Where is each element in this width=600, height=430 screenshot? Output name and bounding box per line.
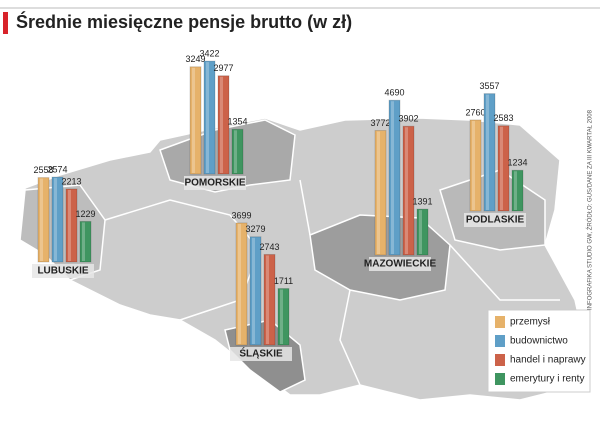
data-label: 3902: [398, 114, 418, 124]
data-label: 2977: [213, 63, 233, 73]
bar: [65, 188, 78, 263]
data-label: 1711: [274, 276, 293, 286]
data-label: 3422: [199, 48, 219, 58]
region-label-bg: [184, 176, 246, 190]
bar: [511, 169, 524, 212]
bar: [51, 176, 64, 263]
data-label: 3772: [370, 118, 390, 128]
bar-shine: [486, 94, 489, 210]
bar-shine: [500, 126, 503, 210]
bar: [79, 220, 92, 263]
bar: [231, 128, 244, 175]
bar: [402, 125, 415, 256]
legend-swatch: [495, 316, 505, 328]
legend-swatch: [495, 354, 505, 366]
bar: [277, 288, 290, 346]
bar-shine: [252, 237, 255, 344]
legend-label: handel i naprawy: [510, 355, 586, 366]
title-accent: [3, 12, 8, 34]
region-label: MAZOWIECKIE: [364, 259, 437, 270]
region-label-bg: [369, 257, 431, 271]
data-label: 2213: [61, 176, 81, 186]
bar: [469, 119, 482, 212]
legend-label: budownictwo: [510, 336, 568, 347]
legend-swatch: [495, 373, 505, 385]
data-label: 1354: [227, 117, 247, 127]
data-label: 2760: [465, 107, 485, 117]
region-label-bg: [32, 264, 94, 278]
bar: [217, 75, 230, 175]
bar: [416, 208, 429, 256]
region-label: PODLASKIE: [466, 215, 525, 226]
data-label: 1229: [75, 209, 95, 219]
bar: [388, 99, 401, 256]
data-label: 2743: [259, 242, 279, 252]
bar: [374, 130, 387, 256]
region-label-bg: [464, 213, 526, 227]
region-label: LUBUSKIE: [37, 266, 88, 277]
bar-shine: [220, 76, 223, 173]
bar-shine: [280, 289, 283, 344]
bar: [235, 222, 248, 346]
bar: [37, 177, 50, 263]
bar-shine: [377, 131, 380, 254]
bar-shine: [266, 255, 269, 344]
data-label: 1234: [507, 158, 527, 168]
data-label: 3249: [185, 54, 205, 64]
data-label: 3557: [479, 81, 499, 91]
bar-shine: [238, 223, 241, 344]
region-label: ŚLĄSKIE: [239, 347, 283, 360]
legend-label: przemysł: [510, 317, 551, 328]
bar: [497, 125, 510, 212]
data-label: 4690: [384, 88, 404, 98]
bar-shine: [514, 171, 517, 210]
source: INFOGRAFIKA STUDIO GW, ŹRÓDŁO: GUS/DANE …: [587, 109, 594, 310]
region-label-bg: [230, 347, 292, 361]
data-label: 2574: [47, 164, 67, 174]
bar-shine: [391, 101, 394, 254]
legend-swatch: [495, 335, 505, 347]
bar: [203, 60, 216, 175]
bar: [189, 66, 202, 175]
bar-shine: [82, 222, 85, 261]
chart-title: Średnie miesięczne pensje brutto (w zł): [16, 11, 352, 32]
bar-shine: [419, 210, 422, 254]
bar: [263, 253, 276, 346]
bar-shine: [40, 178, 43, 261]
bar-shine: [472, 120, 475, 210]
bar-shine: [54, 178, 57, 261]
bar-shine: [234, 130, 237, 173]
data-label: 1391: [412, 196, 432, 206]
bar-shine: [68, 189, 71, 261]
bar-shine: [405, 127, 408, 254]
bar: [249, 236, 262, 346]
data-label: 3279: [245, 224, 265, 234]
legend-label: emerytury i renty: [510, 374, 584, 385]
bar: [483, 93, 496, 212]
bar-shine: [192, 67, 195, 173]
data-label: 2583: [493, 113, 513, 123]
bar-shine: [206, 62, 209, 173]
region-label: POMORSKIE: [184, 178, 245, 189]
data-label: 3699: [231, 210, 251, 220]
data-label: 2558: [33, 165, 53, 175]
